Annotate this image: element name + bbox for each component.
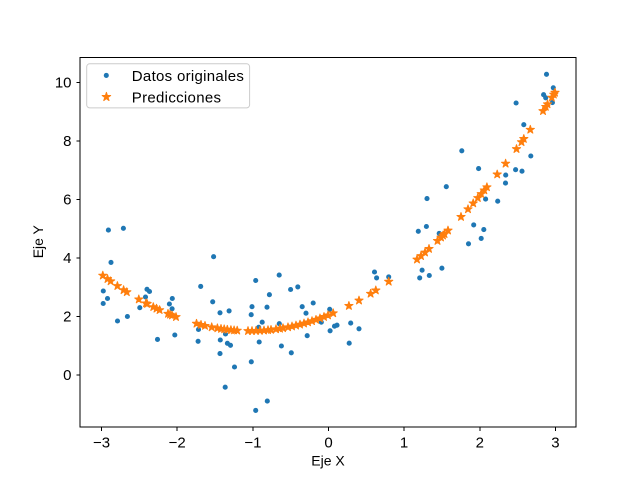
svg-text:6: 6 bbox=[63, 192, 71, 209]
svg-text:2: 2 bbox=[476, 435, 484, 452]
svg-text:4: 4 bbox=[63, 250, 71, 267]
svg-text:Eje X: Eje X bbox=[311, 453, 345, 469]
svg-text:−1: −1 bbox=[244, 435, 261, 452]
svg-text:8: 8 bbox=[63, 133, 71, 150]
svg-text:3: 3 bbox=[551, 435, 559, 452]
svg-text:2: 2 bbox=[63, 309, 71, 326]
svg-text:Predicciones: Predicciones bbox=[132, 89, 221, 106]
svg-text:1: 1 bbox=[400, 435, 408, 452]
svg-text:10: 10 bbox=[55, 74, 72, 91]
svg-text:−2: −2 bbox=[169, 435, 186, 452]
svg-text:Eje Y: Eje Y bbox=[30, 224, 46, 258]
svg-text:0: 0 bbox=[324, 435, 332, 452]
svg-text:−3: −3 bbox=[93, 435, 110, 452]
svg-text:Datos originales: Datos originales bbox=[132, 68, 244, 85]
svg-text:0: 0 bbox=[63, 367, 71, 384]
